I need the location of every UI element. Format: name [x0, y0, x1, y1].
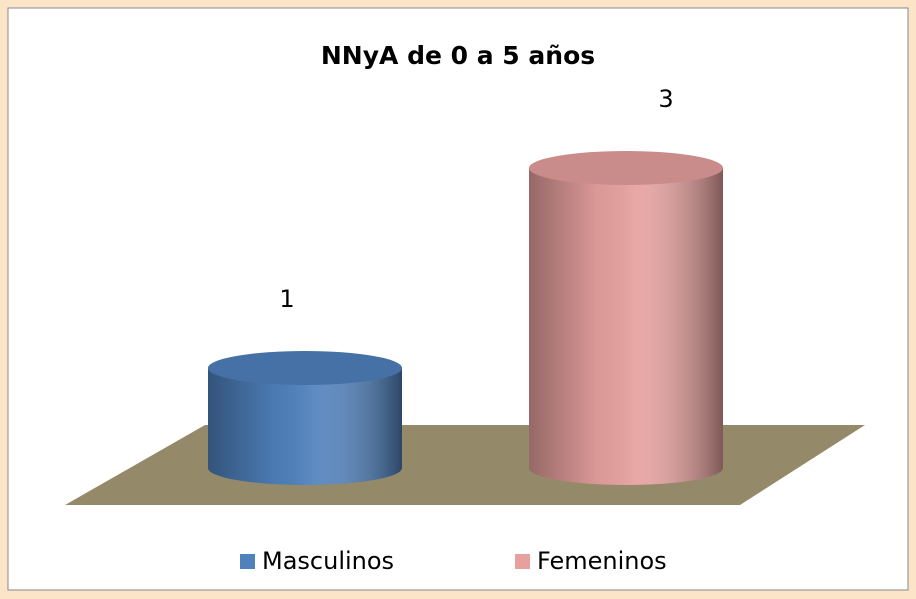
legend-label: Femeninos: [537, 547, 667, 575]
cylinder-top-shade: [529, 151, 723, 185]
legend-swatch: [515, 554, 530, 569]
legend-label: Masculinos: [262, 547, 394, 575]
cylinder-shade: [529, 168, 723, 485]
chart-title: NNyA de 0 a 5 años: [321, 41, 595, 70]
cylinder-top: [529, 151, 723, 185]
cylinder-top-shade: [208, 351, 402, 385]
cylinder-shade: [208, 368, 402, 485]
legend-swatch: [240, 554, 255, 569]
data-label: 3: [658, 85, 673, 113]
floor: [65, 425, 865, 505]
cylinder-top: [208, 351, 402, 385]
data-label: 1: [279, 285, 294, 313]
